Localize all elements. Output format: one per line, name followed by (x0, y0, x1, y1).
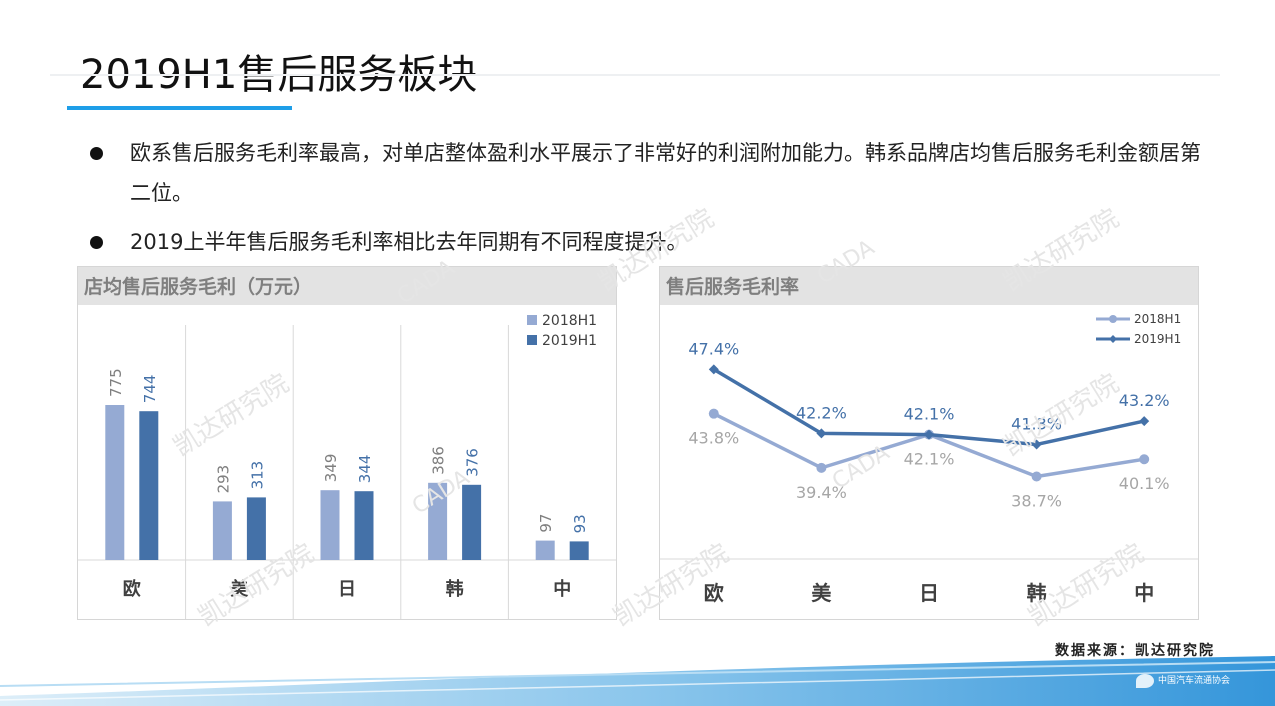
title-divider (50, 74, 1220, 76)
chart-title: 售后服务毛利率 (660, 267, 1198, 305)
data-label: 744 (141, 375, 159, 404)
bar (139, 411, 159, 560)
data-point (924, 429, 934, 440)
legend-swatch (527, 315, 537, 325)
data-label: 42.2% (796, 403, 847, 422)
bullet-dot-icon (90, 236, 103, 249)
bar (246, 497, 266, 560)
data-label: 775 (107, 368, 125, 397)
data-label: 349 (322, 454, 340, 483)
category-label: 欧 (123, 578, 141, 600)
bullet-text: 欧系售后服务毛利率最高，对单店整体盈利水平展示了非常好的利润附加能力。韩系品牌店… (130, 141, 1201, 205)
bullet-text: 2019上半年售后服务毛利率相比去年同期有不同程度提升。 (130, 230, 688, 254)
association-logo-icon (1136, 673, 1154, 688)
data-point (816, 428, 827, 439)
data-point (1139, 416, 1150, 427)
bar (212, 501, 232, 560)
bar (105, 405, 125, 560)
data-point (708, 364, 719, 375)
category-label: 美 (811, 581, 832, 605)
data-point (1139, 454, 1150, 465)
category-label: 韩 (446, 578, 464, 600)
data-source-note: 数据来源：凯达研究院 (1055, 643, 1215, 659)
data-point (708, 408, 719, 419)
data-label: 42.1% (904, 405, 955, 424)
category-label: 中 (553, 578, 571, 600)
title-accent-bar (67, 106, 292, 110)
footer-wave-band (0, 656, 1275, 706)
data-label: 376 (464, 448, 482, 477)
chart-title: 店均售后服务毛利（万元） (78, 267, 616, 305)
data-label: 39.4% (796, 483, 847, 502)
bullet-dot-icon (90, 147, 103, 160)
bar (428, 482, 448, 560)
legend-label: 2019H1 (542, 333, 597, 349)
legend-swatch (527, 335, 537, 345)
line-chart: 43.8% 39.4% 42.1% 38.7% 40.1% 47.4% 42.2% 42.1%… (660, 312, 1198, 605)
data-label: 93 (571, 514, 589, 533)
data-label: 47.4% (688, 339, 739, 358)
data-label: 43.2% (1119, 391, 1170, 410)
bar (462, 484, 482, 560)
bar-chart-panel: 店均售后服务毛利（万元） 775 744 欧 293 313 美 349 344 日 386 376… (77, 266, 617, 620)
legend-marker (1109, 335, 1117, 343)
legend-label: 2018H1 (542, 313, 597, 329)
bar (354, 491, 374, 560)
legend-label: 2019H1 (1134, 332, 1181, 346)
legend-marker (1109, 315, 1117, 323)
bar-chart: 775 744 欧 293 313 美 349 344 日 386 376 韩 97 93 中 2018H1 2… (78, 313, 616, 619)
data-label: 313 (248, 461, 266, 490)
data-label: 97 (537, 514, 555, 533)
footer-org-name: 中国汽车流通协会 (1158, 676, 1231, 686)
category-label: 欧 (704, 581, 724, 605)
data-point (816, 462, 827, 473)
data-point (1031, 471, 1042, 482)
data-label: 40.1% (1119, 474, 1170, 493)
data-label: 386 (430, 446, 448, 475)
data-label: 41.3% (1011, 414, 1062, 433)
line-chart-panel: 售后服务毛利率 43.8% 39.4% 42.1% 38.7% 40.1% 47.4% 42… (659, 266, 1199, 620)
bar (535, 540, 555, 560)
category-label: 日 (338, 579, 356, 600)
bar (569, 541, 589, 560)
data-label: 344 (356, 455, 374, 484)
category-label: 韩 (1027, 581, 1047, 605)
footer-logo: 中国汽车流通协会 (1136, 673, 1230, 688)
data-label: 293 (214, 465, 232, 494)
category-label: 中 (1134, 581, 1154, 605)
data-point (1031, 439, 1042, 450)
legend-label: 2018H1 (1134, 312, 1181, 326)
data-label: 42.1% (904, 450, 955, 469)
category-label: 日 (919, 581, 939, 605)
category-label: 美 (230, 578, 248, 600)
data-label: 38.7% (1011, 491, 1062, 510)
bar (320, 490, 340, 560)
data-label: 43.8% (688, 429, 739, 448)
page-title: 2019H1售后服务板块 (80, 52, 478, 98)
